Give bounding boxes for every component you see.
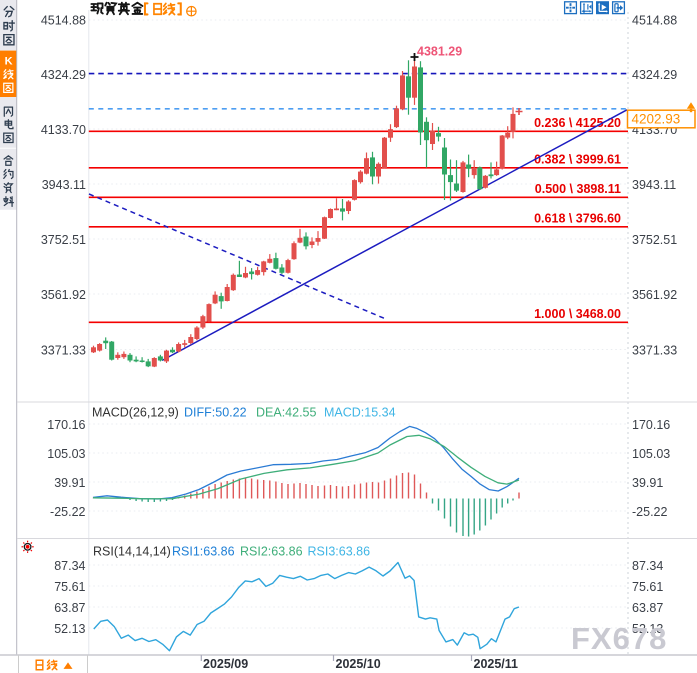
svg-text:105.03: 105.03 <box>632 447 670 461</box>
svg-text:RSI2:63.86: RSI2:63.86 <box>240 545 303 559</box>
svg-text:2025/10: 2025/10 <box>336 657 381 671</box>
svg-text:DIFF:50.22: DIFF:50.22 <box>184 406 247 420</box>
svg-text:RSI1:63.86: RSI1:63.86 <box>172 545 235 559</box>
svg-text:4133.70: 4133.70 <box>41 123 86 137</box>
svg-text:52.13: 52.13 <box>54 622 85 636</box>
svg-text:39.91: 39.91 <box>632 476 663 490</box>
svg-text:3371.33: 3371.33 <box>632 343 677 357</box>
svg-text:3943.11: 3943.11 <box>632 178 676 192</box>
svg-text:75.61: 75.61 <box>54 580 85 594</box>
svg-text:3752.51: 3752.51 <box>41 233 86 247</box>
svg-text:170.16: 170.16 <box>632 418 670 432</box>
svg-text:0.236 \ 4125.20: 0.236 \ 4125.20 <box>534 116 621 130</box>
svg-text:0.382 \ 3999.61: 0.382 \ 3999.61 <box>534 152 621 166</box>
svg-text:39.91: 39.91 <box>54 476 85 490</box>
svg-text:4514.88: 4514.88 <box>632 13 677 27</box>
svg-text:0.500 \ 3898.11: 0.500 \ 3898.11 <box>535 182 621 196</box>
svg-text:2025/09: 2025/09 <box>203 657 248 671</box>
svg-text:3752.51: 3752.51 <box>632 233 677 247</box>
svg-text:4381.29: 4381.29 <box>417 45 462 59</box>
svg-text:3371.33: 3371.33 <box>41 343 86 357</box>
svg-text:4324.29: 4324.29 <box>41 68 86 82</box>
svg-text:0.618 \ 3796.60: 0.618 \ 3796.60 <box>534 211 621 225</box>
svg-text:4202.93: 4202.93 <box>632 112 681 127</box>
svg-text:-25.22: -25.22 <box>50 505 85 519</box>
svg-text:DEA:42.55: DEA:42.55 <box>256 406 317 420</box>
svg-text:3561.92: 3561.92 <box>41 288 86 302</box>
svg-text:52.13: 52.13 <box>632 622 663 636</box>
svg-text:170.16: 170.16 <box>47 418 85 432</box>
svg-text:63.87: 63.87 <box>632 601 663 615</box>
svg-text:63.87: 63.87 <box>54 601 85 615</box>
svg-text:RSI(14,14,14): RSI(14,14,14) <box>93 545 171 559</box>
svg-text:2025/11: 2025/11 <box>474 657 519 671</box>
svg-text:87.34: 87.34 <box>54 559 85 573</box>
svg-text:75.61: 75.61 <box>632 580 663 594</box>
svg-text:87.34: 87.34 <box>632 559 663 573</box>
svg-text:FX678: FX678 <box>571 621 667 656</box>
svg-text:MACD(26,12,9): MACD(26,12,9) <box>92 406 179 420</box>
svg-text:MACD:15.34: MACD:15.34 <box>324 406 396 420</box>
svg-text:3943.11: 3943.11 <box>42 178 86 192</box>
svg-text:105.03: 105.03 <box>47 447 85 461</box>
svg-text:4514.88: 4514.88 <box>41 13 86 27</box>
svg-text:3561.92: 3561.92 <box>632 288 677 302</box>
svg-text:4324.29: 4324.29 <box>632 68 677 82</box>
svg-text:1.000 \ 3468.00: 1.000 \ 3468.00 <box>534 307 621 321</box>
svg-text:-25.22: -25.22 <box>632 505 667 519</box>
svg-text:K: K <box>5 56 13 68</box>
svg-text:RSI3:63.86: RSI3:63.86 <box>308 545 371 559</box>
